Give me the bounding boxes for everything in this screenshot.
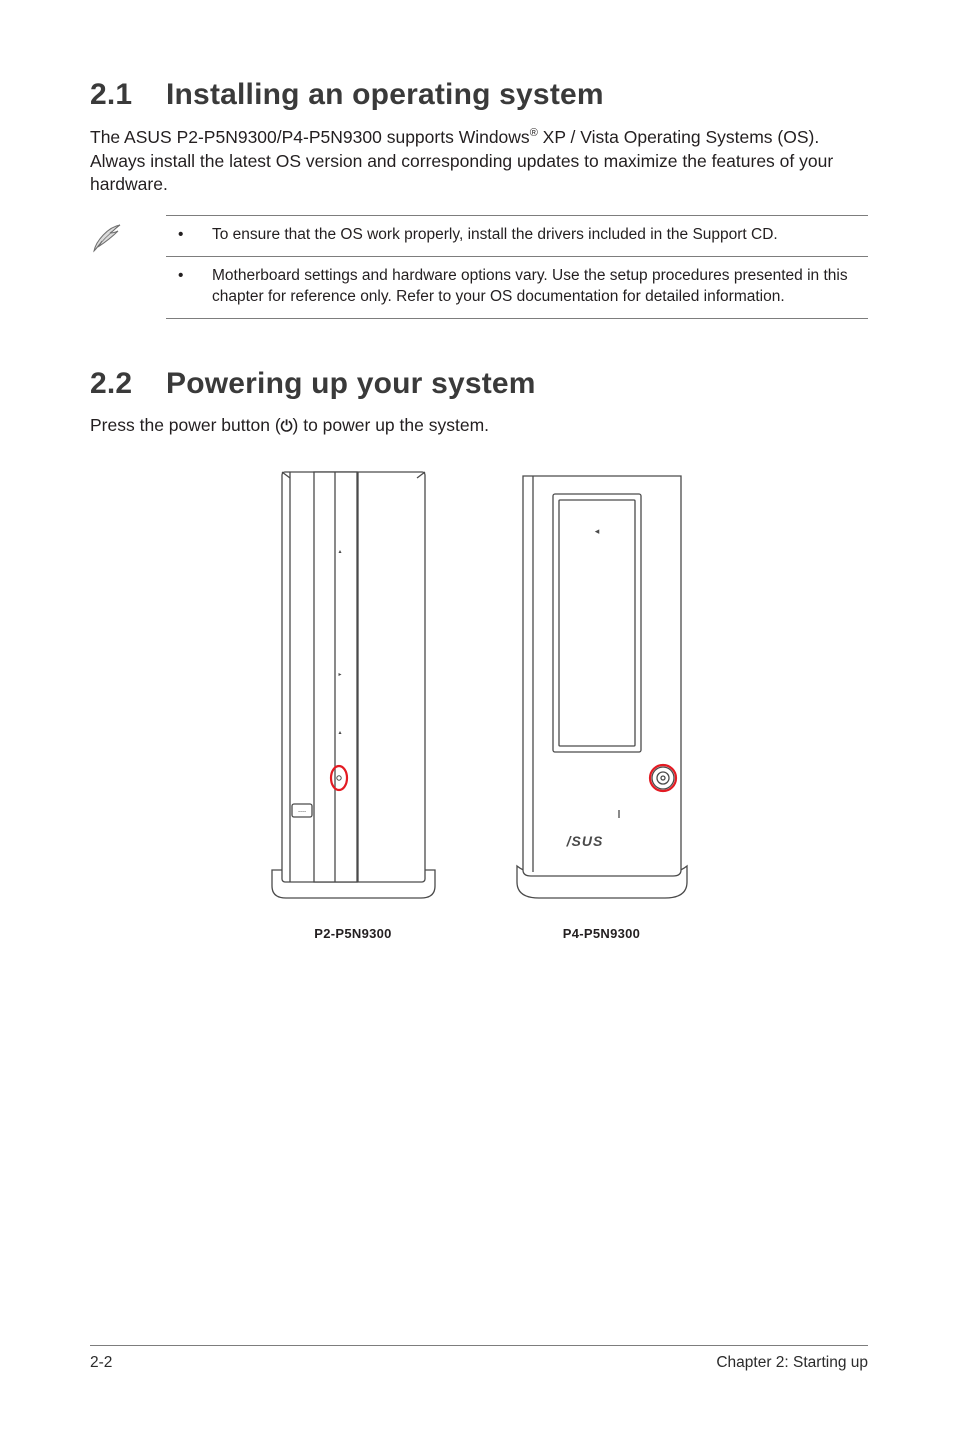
svg-text:▴: ▴: [338, 730, 341, 736]
note-icon-column: [90, 215, 166, 255]
section2-number: 2.2: [90, 367, 166, 401]
tower-p4-svg-wrap: ◂ /SUS: [511, 466, 693, 904]
note-body-column: • To ensure that the OS work properly, i…: [166, 215, 868, 319]
section2: 2.2Powering up your system Press the pow…: [90, 367, 868, 941]
sec1-para-pre: The ASUS P2-P5N9300/P4-P5N9300 supports …: [90, 127, 530, 147]
asus-badge-text: ----: [298, 809, 306, 815]
press-post: ) to power up the system.: [293, 415, 489, 435]
page: 2.1Installing an operating system The AS…: [0, 0, 954, 1438]
page-footer: 2-2 Chapter 2: Starting up: [90, 1345, 868, 1372]
section2-heading: 2.2Powering up your system: [90, 367, 868, 401]
caption-p4: P4-P5N9300: [563, 926, 640, 941]
section1-title: Installing an operating system: [166, 78, 604, 111]
tower-p2-svg-wrap: ▴ ▸ ▴ ----: [266, 466, 441, 904]
note-text-1: To ensure that the OS work properly, ins…: [212, 225, 868, 246]
press-pre: Press the power button (: [90, 415, 281, 435]
asus-logo-text: /SUS: [565, 833, 603, 849]
registered-mark: ®: [530, 127, 538, 139]
press-power-line: Press the power button (⏻) to power up t…: [90, 415, 868, 436]
note-block: • To ensure that the OS work properly, i…: [90, 215, 868, 319]
footer-page-number: 2-2: [90, 1354, 112, 1372]
note-item-2: • Motherboard settings and hardware opti…: [166, 257, 868, 318]
note-item-1: • To ensure that the OS work properly, i…: [166, 216, 868, 256]
svg-text:◂: ◂: [594, 526, 599, 536]
tower-p4-icon: ◂ /SUS: [511, 466, 693, 904]
tower-p2-icon: ▴ ▸ ▴ ----: [266, 466, 441, 904]
note-bullet: •: [166, 266, 212, 308]
footer-chapter: Chapter 2: Starting up: [716, 1354, 868, 1372]
power-symbol-icon: ⏻: [281, 418, 293, 435]
figure-p2: ▴ ▸ ▴ ---- P2-P5N9300: [266, 466, 441, 941]
figure-p4: ◂ /SUS P4-P5N9300: [511, 466, 693, 941]
svg-text:▴: ▴: [338, 549, 341, 555]
section2-title: Powering up your system: [166, 367, 536, 400]
note-text-2: Motherboard settings and hardware option…: [212, 266, 868, 308]
note-row: • To ensure that the OS work properly, i…: [90, 215, 868, 319]
section1-paragraph: The ASUS P2-P5N9300/P4-P5N9300 supports …: [90, 126, 868, 197]
caption-p2: P2-P5N9300: [314, 926, 391, 941]
svg-text:▸: ▸: [338, 672, 341, 678]
note-bullet: •: [166, 225, 212, 246]
feather-icon: [90, 221, 126, 255]
section1-number: 2.1: [90, 78, 166, 112]
figures-row: ▴ ▸ ▴ ---- P2-P5N9300: [90, 466, 868, 941]
section1-heading: 2.1Installing an operating system: [90, 78, 868, 112]
